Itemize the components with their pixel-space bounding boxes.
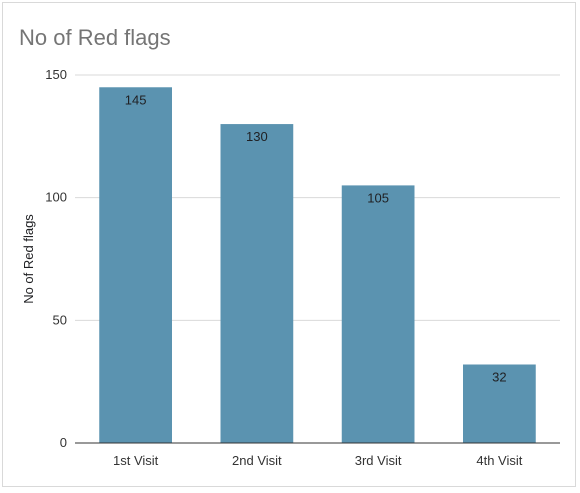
y-tick-label-150: 150 — [45, 67, 67, 82]
data-label-1: 145 — [125, 92, 147, 107]
y-axis-title: No of Red flags — [21, 214, 36, 304]
y-tick-label-100: 100 — [45, 190, 67, 205]
x-tick-label-2: 2nd Visit — [232, 453, 282, 468]
chart-frame: No of Red flags 0 50 100 150 145 1st Visit 130… — [2, 2, 576, 487]
bar-4 — [463, 364, 536, 443]
bar-2 — [220, 124, 294, 444]
data-label-2: 130 — [246, 129, 268, 144]
labels: 0 50 100 150 145 1st Visit 130 2nd Visit 105 3rd … — [21, 67, 523, 468]
x-tick-label-1: 1st Visit — [113, 453, 159, 468]
y-tick-label-50: 50 — [53, 312, 67, 327]
data-label-4: 32 — [492, 369, 506, 384]
bars — [99, 87, 536, 444]
x-tick-label-4: 4th Visit — [476, 453, 522, 468]
bar-1 — [99, 87, 172, 444]
chart-title: No of Red flags — [19, 25, 171, 50]
y-tick-label-0: 0 — [60, 435, 67, 450]
x-tick-label-3: 3rd Visit — [355, 453, 402, 468]
bar-3 — [341, 185, 415, 443]
data-label-3: 105 — [367, 190, 389, 205]
bar-chart: 0 50 100 150 145 1st Visit 130 2nd Visit 105 3rd … — [21, 67, 560, 468]
